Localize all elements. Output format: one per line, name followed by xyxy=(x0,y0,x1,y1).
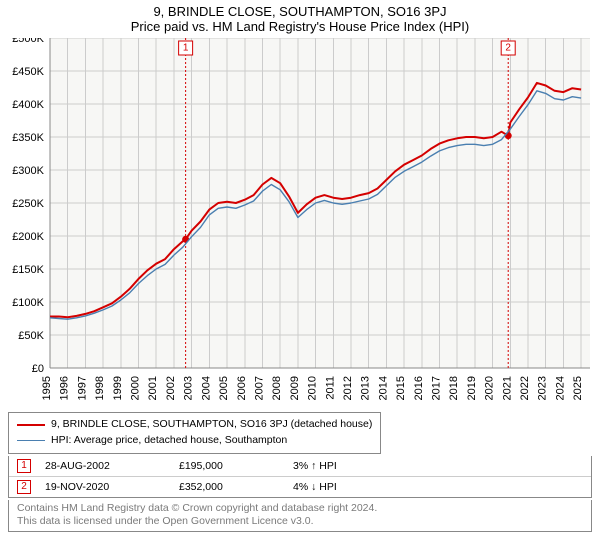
legend-label: 9, BRINDLE CLOSE, SOUTHAMPTON, SO16 3PJ … xyxy=(51,417,372,433)
table-row: 1 28-AUG-2002 £195,000 3% ↑ HPI xyxy=(9,456,591,476)
svg-text:2000: 2000 xyxy=(130,376,142,400)
svg-text:£200K: £200K xyxy=(12,231,44,243)
svg-text:1997: 1997 xyxy=(76,376,88,400)
footnote: Contains HM Land Registry data © Crown c… xyxy=(0,498,600,532)
sale-marker-box: 1 xyxy=(17,459,31,473)
svg-text:2010: 2010 xyxy=(307,376,319,400)
svg-text:2008: 2008 xyxy=(271,376,283,400)
svg-text:2024: 2024 xyxy=(554,376,566,400)
svg-text:2014: 2014 xyxy=(377,376,389,400)
svg-text:£250K: £250K xyxy=(12,198,44,210)
svg-text:£450K: £450K xyxy=(12,66,44,78)
svg-text:2009: 2009 xyxy=(289,376,301,400)
svg-text:1: 1 xyxy=(183,43,189,54)
svg-text:£500K: £500K xyxy=(12,38,44,45)
legend-row: 9, BRINDLE CLOSE, SOUTHAMPTON, SO16 3PJ … xyxy=(17,417,372,433)
sale-vs-hpi: 4% ↓ HPI xyxy=(293,481,337,493)
svg-text:2005: 2005 xyxy=(218,376,230,400)
svg-text:2001: 2001 xyxy=(147,376,159,400)
sale-date: 28-AUG-2002 xyxy=(45,460,165,472)
svg-text:2007: 2007 xyxy=(253,376,265,400)
svg-text:2022: 2022 xyxy=(519,376,531,400)
svg-text:£350K: £350K xyxy=(12,132,44,144)
page-title: 9, BRINDLE CLOSE, SOUTHAMPTON, SO16 3PJ xyxy=(0,0,600,19)
svg-text:2020: 2020 xyxy=(484,376,496,400)
legend-label: HPI: Average price, detached house, Sout… xyxy=(51,433,287,449)
price-chart: £0 £50K £100K £150K £200K £250K £300K £350K £400… xyxy=(0,38,600,408)
legend-swatch xyxy=(17,440,45,441)
svg-text:£100K: £100K xyxy=(12,297,44,309)
svg-text:2015: 2015 xyxy=(395,376,407,400)
svg-text:2012: 2012 xyxy=(342,376,354,400)
footnote-line: Contains HM Land Registry data © Crown c… xyxy=(17,502,583,516)
svg-text:£150K: £150K xyxy=(12,264,44,276)
footnote-line: This data is licensed under the Open Gov… xyxy=(17,515,583,529)
svg-text:2017: 2017 xyxy=(431,376,443,400)
svg-text:2011: 2011 xyxy=(324,376,336,400)
svg-text:2: 2 xyxy=(505,43,511,54)
sale-vs-hpi: 3% ↑ HPI xyxy=(293,460,337,472)
svg-text:2006: 2006 xyxy=(236,376,248,400)
svg-text:1995: 1995 xyxy=(41,376,53,400)
sales-table: 1 28-AUG-2002 £195,000 3% ↑ HPI 2 19-NOV-2020… xyxy=(0,456,600,498)
svg-text:2025: 2025 xyxy=(572,376,584,400)
svg-text:£50K: £50K xyxy=(18,330,44,342)
sale-price: £352,000 xyxy=(179,481,279,493)
svg-text:2019: 2019 xyxy=(466,376,478,400)
svg-text:1998: 1998 xyxy=(94,376,106,400)
svg-text:2018: 2018 xyxy=(448,376,460,400)
sale-price: £195,000 xyxy=(179,460,279,472)
svg-text:£300K: £300K xyxy=(12,165,44,177)
sale-marker-box: 2 xyxy=(17,480,31,494)
sale-date: 19-NOV-2020 xyxy=(45,481,165,493)
svg-text:1996: 1996 xyxy=(59,376,71,400)
svg-text:2016: 2016 xyxy=(413,376,425,400)
svg-text:1999: 1999 xyxy=(112,376,124,400)
svg-text:2004: 2004 xyxy=(200,376,212,400)
svg-text:£400K: £400K xyxy=(12,99,44,111)
svg-text:£0: £0 xyxy=(32,363,44,375)
svg-text:2023: 2023 xyxy=(537,376,549,400)
svg-text:2003: 2003 xyxy=(183,376,195,400)
legend: 9, BRINDLE CLOSE, SOUTHAMPTON, SO16 3PJ … xyxy=(0,408,600,456)
legend-swatch xyxy=(17,424,45,426)
svg-text:2013: 2013 xyxy=(360,376,372,400)
svg-text:2002: 2002 xyxy=(165,376,177,400)
svg-text:2021: 2021 xyxy=(501,376,513,400)
table-row: 2 19-NOV-2020 £352,000 4% ↓ HPI xyxy=(9,476,591,497)
legend-row: HPI: Average price, detached house, Sout… xyxy=(17,433,372,449)
page-subtitle: Price paid vs. HM Land Registry's House … xyxy=(0,19,600,38)
